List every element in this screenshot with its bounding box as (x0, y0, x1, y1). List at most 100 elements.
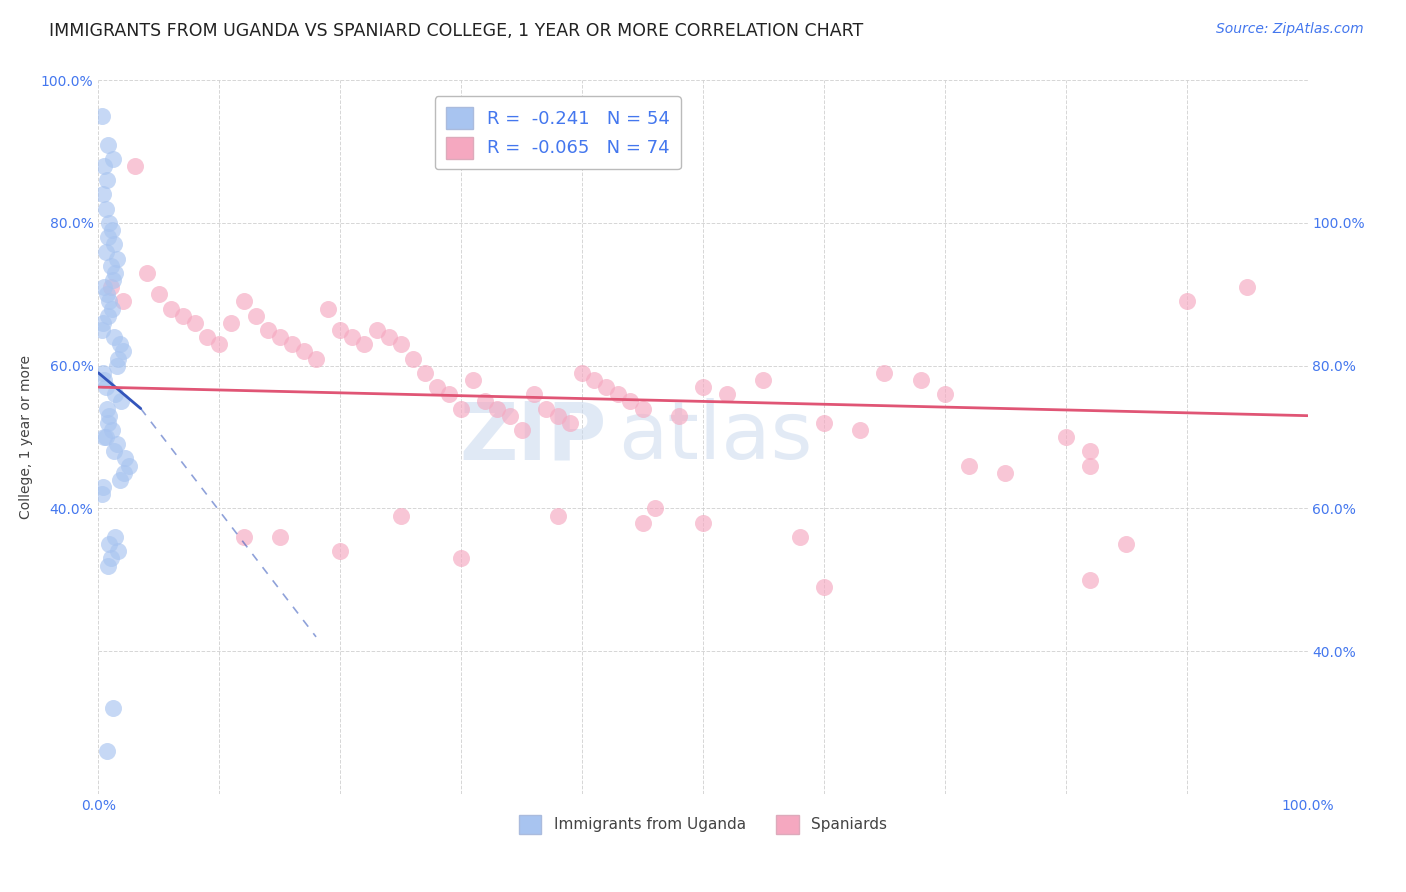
Point (100, 259, 122, 273)
Text: ZIP: ZIP (458, 398, 606, 476)
Point (221, 316, 243, 330)
Point (104, 266, 127, 280)
Point (873, 366, 896, 380)
Point (94, 380, 117, 394)
Point (232, 294, 254, 309)
Point (389, 337, 412, 351)
Point (256, 323, 278, 337)
Point (91, 316, 114, 330)
Point (100, 223, 122, 237)
Point (245, 309, 267, 323)
Point (105, 359, 128, 373)
Point (644, 501, 666, 516)
Point (96, 287, 118, 301)
Point (437, 387, 460, 401)
Text: IMMIGRANTS FROM UGANDA VS SPANIARD COLLEGE, 1 YEAR OR MORE CORRELATION CHART: IMMIGRANTS FROM UGANDA VS SPANIARD COLLE… (49, 22, 863, 40)
Point (547, 508, 569, 523)
Point (148, 287, 170, 301)
Point (208, 337, 231, 351)
Point (1115, 537, 1137, 551)
Point (1054, 430, 1077, 444)
Point (329, 323, 352, 337)
Point (292, 344, 315, 359)
Point (523, 387, 546, 401)
Point (1078, 458, 1101, 473)
Point (813, 416, 835, 430)
Point (135, 266, 157, 280)
Point (281, 337, 304, 351)
Point (1078, 573, 1101, 587)
Point (184, 316, 207, 330)
Point (100, 280, 122, 294)
Point (94, 244, 117, 259)
Point (97, 137, 120, 152)
Point (103, 330, 125, 344)
Point (571, 366, 593, 380)
Point (118, 458, 141, 473)
Point (583, 373, 606, 387)
Point (631, 401, 654, 416)
Point (103, 444, 125, 458)
Point (94, 430, 117, 444)
Point (91, 187, 114, 202)
Point (172, 309, 194, 323)
Point (631, 516, 654, 530)
Point (97, 309, 120, 323)
Point (1078, 444, 1101, 458)
Point (402, 351, 425, 366)
Point (93, 430, 115, 444)
Point (752, 373, 775, 387)
Point (100, 301, 122, 316)
Point (91, 366, 114, 380)
Point (160, 301, 183, 316)
Point (474, 394, 496, 409)
Point (98, 294, 121, 309)
Point (668, 409, 690, 423)
Point (957, 458, 980, 473)
Point (104, 530, 127, 544)
Point (97, 230, 120, 244)
Point (910, 373, 932, 387)
Point (619, 394, 641, 409)
Point (124, 159, 146, 173)
Point (94, 202, 117, 216)
Point (607, 387, 630, 401)
Point (103, 237, 125, 252)
Point (98, 409, 121, 423)
Point (595, 380, 617, 394)
Point (91, 109, 114, 123)
Point (97, 558, 120, 573)
Point (934, 387, 956, 401)
Point (547, 409, 569, 423)
Point (534, 401, 557, 416)
Point (101, 152, 124, 166)
Point (108, 337, 131, 351)
Point (813, 580, 835, 594)
Point (111, 294, 134, 309)
Point (329, 544, 352, 558)
Point (100, 423, 122, 437)
Text: Source: ZipAtlas.com: Source: ZipAtlas.com (1216, 22, 1364, 37)
Point (105, 252, 128, 266)
Point (558, 416, 581, 430)
Point (994, 466, 1017, 480)
Point (1175, 294, 1198, 309)
Point (692, 380, 714, 394)
Point (195, 330, 218, 344)
Point (716, 387, 738, 401)
Point (269, 530, 291, 544)
Point (93, 373, 115, 387)
Point (112, 466, 135, 480)
Y-axis label: College, 1 year or more: College, 1 year or more (18, 355, 32, 519)
Point (232, 530, 254, 544)
Point (101, 273, 124, 287)
Point (105, 437, 128, 451)
Point (114, 451, 136, 466)
Point (1236, 280, 1258, 294)
Point (413, 366, 436, 380)
Point (91, 487, 114, 501)
Point (97, 416, 120, 430)
Point (426, 380, 449, 394)
Point (111, 344, 134, 359)
Point (389, 508, 412, 523)
